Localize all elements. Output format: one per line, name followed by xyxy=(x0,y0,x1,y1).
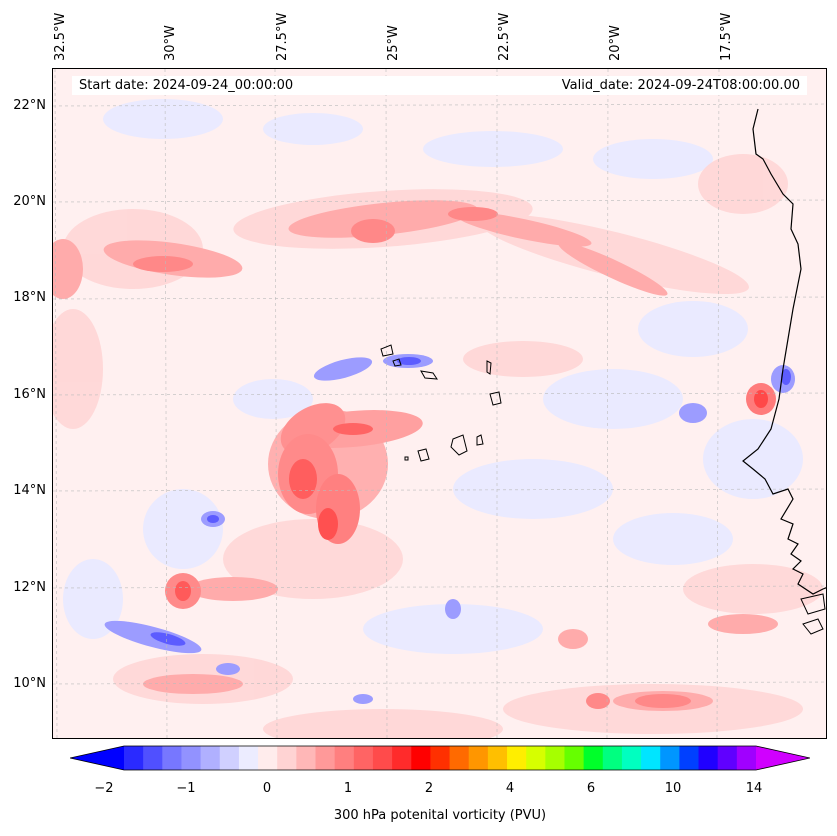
colorbar-cell xyxy=(526,746,546,770)
colorbar-cell xyxy=(372,746,393,770)
colorbar-extend-min xyxy=(70,746,124,770)
colorbar-tick-label: −2 xyxy=(94,781,114,796)
colorbar-cell xyxy=(277,746,297,770)
colorbar-cell xyxy=(698,746,719,770)
graticule xyxy=(53,69,826,738)
valid-date-label: Valid_date: 2024-09-24T08:00:00.00 xyxy=(561,78,800,93)
colorbar-tick-label: 4 xyxy=(505,781,515,796)
colorbar-tick-label: 0 xyxy=(262,781,272,796)
colorbar-cell xyxy=(449,746,470,770)
colorbar-cell xyxy=(315,746,336,770)
lat-label: 18°N xyxy=(13,290,46,305)
colorbar-cell xyxy=(564,746,585,770)
colorbar-outline xyxy=(70,745,810,771)
colorbar-cell xyxy=(430,746,451,770)
lon-label: 17.5°W xyxy=(719,12,734,61)
colorbar-tick-label: −1 xyxy=(176,781,196,796)
africa-coastline xyxy=(742,108,826,595)
colorbar-cell xyxy=(602,746,623,770)
colorbar-cell xyxy=(660,746,680,770)
colorbar-cell xyxy=(621,746,642,770)
lat-label: 10°N xyxy=(13,676,46,691)
colorbar-cell xyxy=(258,746,278,770)
colorbar-cell xyxy=(181,746,202,770)
colorbar-cell xyxy=(124,746,144,770)
negative-pv-cores xyxy=(150,357,791,646)
colorbar-cell xyxy=(200,746,221,770)
colorbar-cell xyxy=(736,746,757,770)
colorbar-cell xyxy=(641,746,661,770)
lon-label: 20°W xyxy=(608,25,623,61)
lat-label: 12°N xyxy=(13,580,46,595)
pv-field-map xyxy=(53,69,826,738)
colorbar-cell xyxy=(296,746,317,770)
lat-label: 14°N xyxy=(13,483,46,498)
colorbar-tick-label: 14 xyxy=(745,781,763,796)
cyclone-pv-spiral xyxy=(165,383,776,609)
colorbar-cell xyxy=(411,746,431,770)
lat-label: 22°N xyxy=(13,98,46,113)
colorbar-cell xyxy=(679,746,700,770)
colorbar-cell xyxy=(353,746,374,770)
colorbar-title: 300 hPa potenital vorticity (PVU) xyxy=(333,808,547,823)
lat-label: 20°N xyxy=(13,194,46,209)
lon-label: 30°W xyxy=(163,25,178,61)
colorbar-cell xyxy=(717,746,738,770)
colorbar-cell xyxy=(487,746,508,770)
colorbar-tick-label: 2 xyxy=(424,781,434,796)
colorbar-cell xyxy=(392,746,412,770)
map-panel xyxy=(52,68,827,739)
lon-label: 25°W xyxy=(386,25,401,61)
colorbar-cell xyxy=(238,746,259,770)
colorbar-tick-label: 6 xyxy=(586,781,596,796)
colorbar-cell xyxy=(468,746,489,770)
colorbar-cell xyxy=(219,746,240,770)
colorbar-cell xyxy=(162,746,182,770)
colorbar-extend-max xyxy=(756,746,810,770)
date-info-bar: Start date: 2024-09-24_00:00:00 Valid_da… xyxy=(72,76,807,95)
colorbar-cell xyxy=(507,746,527,770)
pv-streamer xyxy=(53,200,778,711)
lon-label: 27.5°W xyxy=(275,12,290,61)
cape-verde-islands xyxy=(380,344,826,635)
negative-pv-patches xyxy=(63,99,803,654)
colorbar-tick-label: 10 xyxy=(664,781,682,796)
colorbar-cell xyxy=(545,746,565,770)
colorbar-cell xyxy=(143,746,163,770)
start-date-label: Start date: 2024-09-24_00:00:00 xyxy=(79,78,294,93)
lon-label: 22.5°W xyxy=(497,12,512,61)
colorbar-tick-label: 1 xyxy=(343,781,353,796)
lon-label: 32.5°W xyxy=(53,12,68,61)
pv-streamer-core xyxy=(133,207,691,709)
lat-label: 16°N xyxy=(13,387,46,402)
colorbar xyxy=(70,745,810,771)
colorbar-cell xyxy=(334,746,355,770)
colorbar-cell xyxy=(583,746,604,770)
